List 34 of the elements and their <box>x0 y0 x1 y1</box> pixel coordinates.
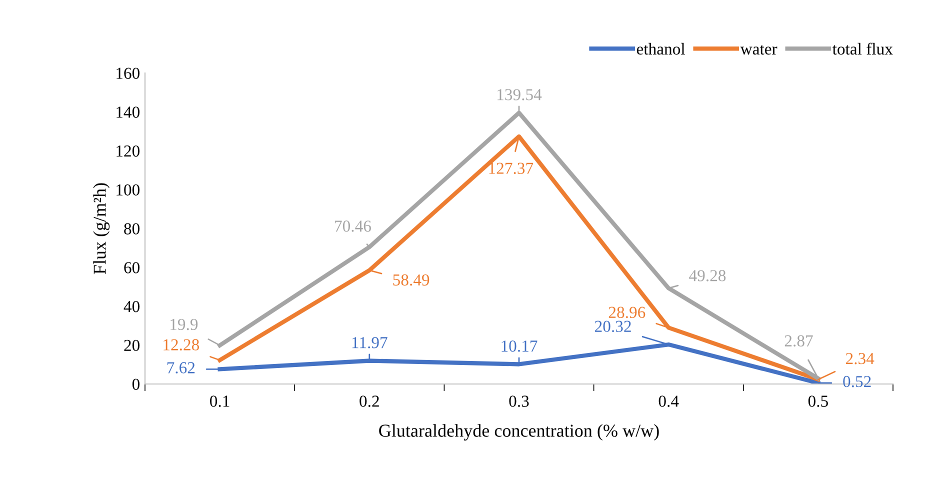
data-label: 49.28 <box>689 270 726 282</box>
y-tick-label: 0 <box>132 378 140 390</box>
data-label: 10.17 <box>502 340 538 352</box>
data-label: 139.54 <box>498 89 542 100</box>
data-label: 58.49 <box>393 274 430 286</box>
data-label: 2.34 <box>846 352 874 364</box>
legend-label: ethanol <box>636 42 685 55</box>
y-tick-label: 80 <box>124 223 140 234</box>
x-tick-label: 0.4 <box>658 396 679 407</box>
data-label: 0.52 <box>843 376 871 388</box>
data-label: 127.37 <box>489 162 534 174</box>
y-axis-title: Flux (g/m²h) <box>93 183 110 274</box>
legend-label: total flux <box>832 42 893 55</box>
y-tick-label: 60 <box>124 262 140 274</box>
data-label: 28.96 <box>608 306 646 318</box>
data-label: 7.62 <box>167 362 195 374</box>
data-label: 20.32 <box>595 320 631 332</box>
data-label: 11.97 <box>352 337 388 348</box>
y-tick-label: 20 <box>124 340 140 352</box>
y-tick-label: 120 <box>116 145 140 157</box>
x-tick-label: 0.2 <box>360 396 379 407</box>
data-label: 2.87 <box>784 335 813 347</box>
x-tick-label: 0.5 <box>808 396 828 407</box>
x-tick-label: 0.3 <box>509 396 529 407</box>
legend-label: water <box>740 45 778 55</box>
y-tick-label: 160 <box>116 68 140 79</box>
data-label: 19.9 <box>170 318 198 330</box>
y-tick-label: 40 <box>124 300 140 312</box>
y-tick-label: 100 <box>116 184 140 196</box>
data-label: 70.46 <box>335 220 371 232</box>
data-label: 12.28 <box>164 339 200 350</box>
x-tick-label: 0.1 <box>210 396 230 407</box>
x-axis-title: Glutaraldehyde concentration (% w/w) <box>379 424 659 441</box>
y-tick-label: 140 <box>116 106 140 118</box>
